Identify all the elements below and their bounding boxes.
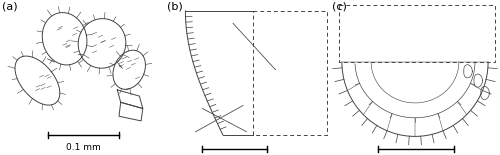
Text: (b): (b): [166, 2, 182, 12]
Text: 0.1 mm: 0.1 mm: [66, 143, 100, 152]
Text: (c): (c): [332, 2, 346, 12]
Text: (a): (a): [2, 2, 18, 12]
